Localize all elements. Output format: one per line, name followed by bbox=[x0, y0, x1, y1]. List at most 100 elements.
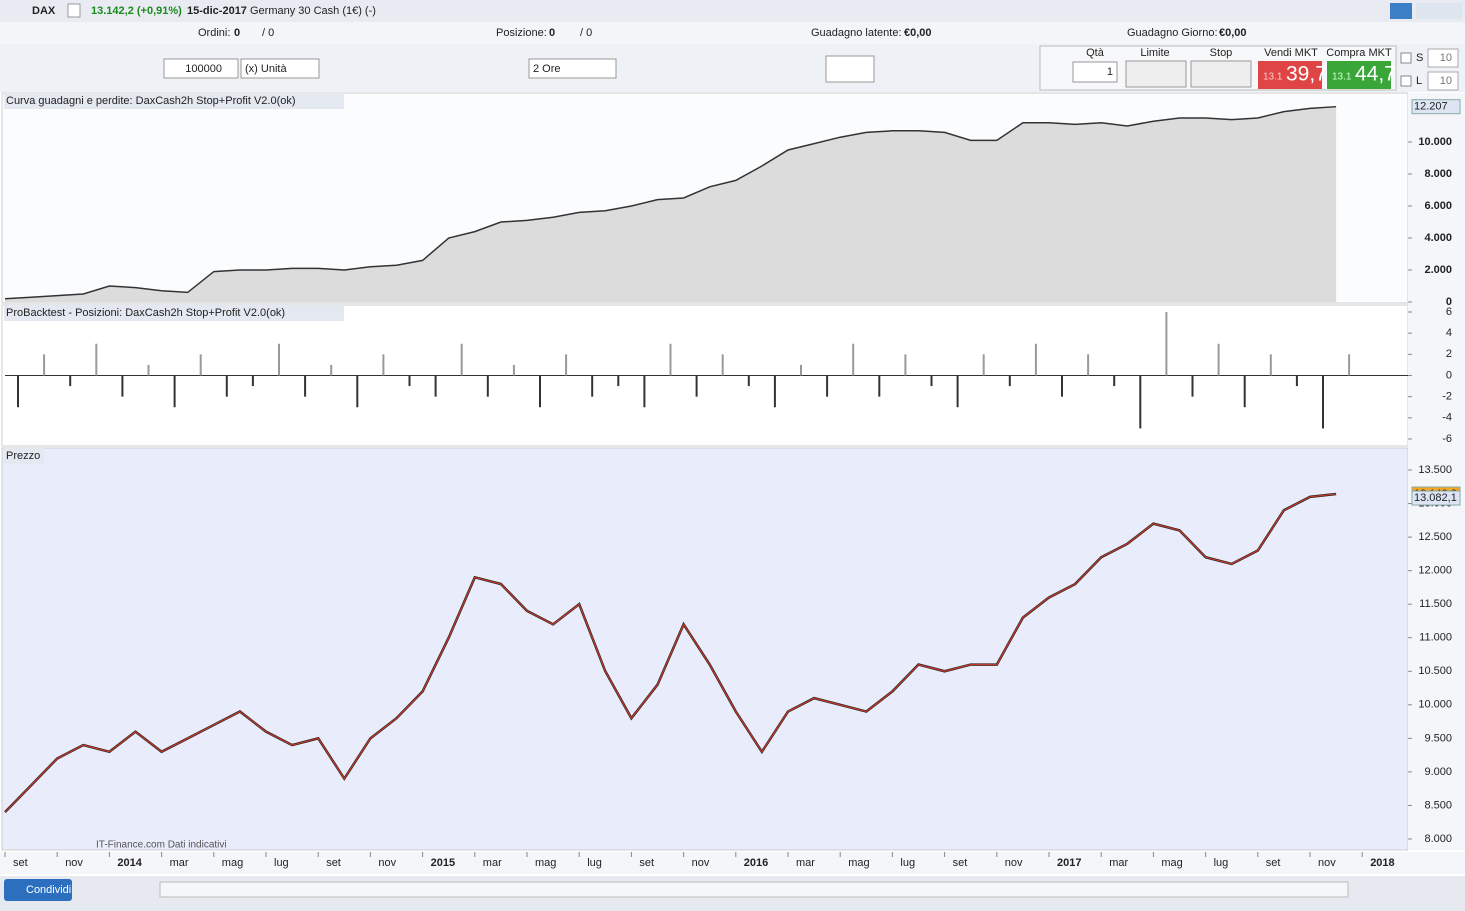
x-tick-label: mag bbox=[848, 857, 869, 869]
position-bar bbox=[1008, 375, 1011, 387]
y-tick-label: 9.000 bbox=[1424, 766, 1452, 778]
share-button[interactable] bbox=[4, 879, 72, 901]
position-bar bbox=[95, 343, 98, 376]
position-bar bbox=[330, 364, 333, 376]
position-bar bbox=[800, 364, 802, 376]
x-tick-label: lug bbox=[587, 857, 602, 869]
position-bar bbox=[147, 364, 150, 376]
x-tick-label: mag bbox=[222, 857, 243, 869]
position-bar bbox=[121, 375, 124, 397]
date: 15-dic-2017 bbox=[187, 5, 247, 17]
y-tick-label: 9.500 bbox=[1424, 732, 1452, 744]
y-tick-label: 8.000 bbox=[1424, 168, 1452, 180]
last-value-label: 12.207 bbox=[1414, 101, 1448, 113]
position-bar bbox=[826, 375, 829, 397]
x-tick-label: mar bbox=[483, 857, 502, 869]
stop-buttons[interactable] bbox=[1190, 60, 1252, 88]
x-tick-label: set bbox=[1266, 857, 1281, 869]
position-bar bbox=[1191, 375, 1194, 397]
stop-label: Stop bbox=[1210, 47, 1233, 59]
position-bar bbox=[356, 375, 359, 408]
buy-price: 44,7 bbox=[1355, 63, 1396, 86]
position-total: / 0 bbox=[580, 27, 592, 39]
window-menu[interactable] bbox=[1390, 3, 1412, 19]
position-bar bbox=[460, 343, 463, 376]
sell-button[interactable] bbox=[1258, 61, 1322, 89]
x-tick-label: lug bbox=[900, 857, 915, 869]
position-bar bbox=[695, 375, 698, 397]
y-tick-label: 2 bbox=[1446, 348, 1452, 360]
qty: 1 bbox=[1107, 66, 1113, 78]
last-value-label: 13.082,1 bbox=[1414, 492, 1457, 504]
position-bar bbox=[486, 375, 489, 397]
latent-label: Guadagno latente: bbox=[811, 27, 902, 39]
y-tick-label: 8.500 bbox=[1424, 799, 1452, 811]
y-tick-label: 13.500 bbox=[1418, 464, 1452, 476]
unit-select[interactable] bbox=[240, 58, 320, 79]
x-tick-label: nov bbox=[692, 857, 710, 869]
y-tick-label: 11.000 bbox=[1419, 632, 1452, 644]
orders: 0 bbox=[234, 27, 240, 39]
x-tick-label: 2016 bbox=[744, 857, 768, 869]
y-tick-label: -2 bbox=[1442, 391, 1452, 403]
position-bar bbox=[1139, 375, 1142, 429]
panel-header bbox=[4, 448, 44, 464]
y-tick-label: 6 bbox=[1446, 306, 1452, 318]
latent: €0,00 bbox=[904, 27, 932, 39]
panel-title: ProBacktest - Posizioni: DaxCash2h Stop+… bbox=[6, 307, 285, 319]
x-tick-label: 2017 bbox=[1057, 857, 1081, 869]
position-bar bbox=[1113, 375, 1116, 387]
position-bar bbox=[591, 375, 594, 397]
x-tick-label: nov bbox=[1005, 857, 1023, 869]
x-tick-label: set bbox=[326, 857, 341, 869]
position-bar bbox=[1243, 375, 1246, 408]
s-value: 10 bbox=[1440, 52, 1452, 64]
x-tick-label: mar bbox=[170, 857, 189, 869]
x-tick-label: set bbox=[13, 857, 28, 869]
scrollbar[interactable] bbox=[159, 881, 1349, 898]
x-tick-label: mar bbox=[1109, 857, 1128, 869]
y-tick-label: 2.000 bbox=[1424, 264, 1452, 276]
position-bar bbox=[930, 375, 933, 387]
position-bar bbox=[408, 375, 411, 387]
x-tick-label: mar bbox=[796, 857, 815, 869]
quantity-input[interactable] bbox=[163, 58, 239, 79]
y-tick-label: 12.000 bbox=[1418, 565, 1452, 577]
x-axis-bar bbox=[0, 852, 1465, 874]
x-tick-label: 2014 bbox=[117, 857, 142, 869]
x-tick-label: set bbox=[953, 857, 968, 869]
timeframe-select[interactable] bbox=[528, 58, 617, 79]
l-checkbox[interactable] bbox=[1400, 75, 1412, 87]
title-bar bbox=[0, 0, 1465, 22]
y-tick-label: 4.000 bbox=[1424, 232, 1452, 244]
x-tick-label: nov bbox=[1318, 857, 1336, 869]
y-tick-label: 10.500 bbox=[1418, 665, 1452, 677]
position-bar bbox=[878, 375, 881, 397]
window-controls[interactable] bbox=[1416, 3, 1462, 19]
indicator-button[interactable] bbox=[825, 55, 875, 83]
last-value-box bbox=[1411, 99, 1461, 115]
y-tick-label: 10.000 bbox=[1418, 699, 1452, 711]
sell-price: 39,7 bbox=[1286, 63, 1327, 86]
info-button[interactable] bbox=[67, 3, 81, 18]
position-bar bbox=[956, 375, 959, 408]
position-bar bbox=[904, 354, 907, 376]
equity-line bbox=[4, 105, 1337, 300]
symbol: DAX bbox=[32, 5, 56, 17]
x-tick-label: lug bbox=[274, 857, 289, 869]
l-input[interactable] bbox=[1427, 71, 1459, 91]
s-checkbox[interactable] bbox=[1400, 52, 1412, 64]
position-bar bbox=[617, 375, 620, 387]
limit-buttons[interactable] bbox=[1125, 60, 1187, 88]
position-bar bbox=[643, 375, 646, 408]
qty-input[interactable] bbox=[1072, 61, 1118, 83]
position-bar bbox=[852, 343, 855, 376]
buy-button[interactable] bbox=[1327, 61, 1391, 89]
y-tick-label: 12.500 bbox=[1418, 531, 1452, 543]
s-input[interactable] bbox=[1427, 48, 1459, 68]
position-bar bbox=[747, 375, 750, 387]
position-bar bbox=[1087, 354, 1090, 376]
y-tick-label: 0 bbox=[1446, 296, 1452, 308]
position-bar bbox=[251, 375, 254, 387]
y-axis-column bbox=[1408, 93, 1465, 850]
